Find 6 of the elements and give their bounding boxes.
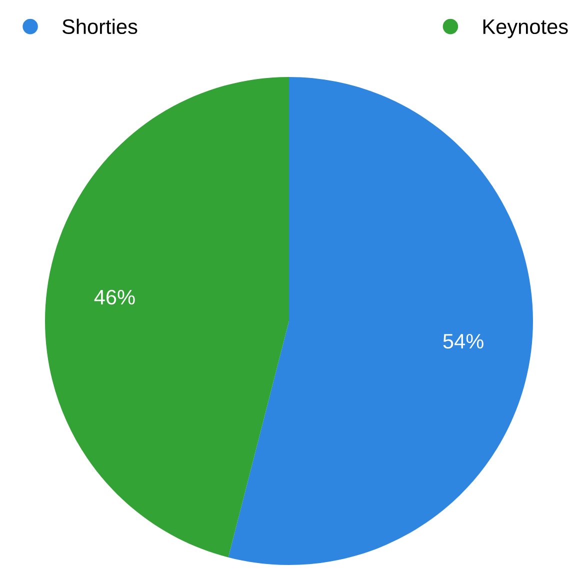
data-label: 54% [443, 334, 484, 349]
legend-label: Keynotes [483, 20, 568, 38]
pie-slice [228, 77, 533, 565]
data-label: 46% [94, 290, 135, 305]
pie-slice [45, 77, 289, 558]
legend-label: Shorties [62, 18, 138, 34]
